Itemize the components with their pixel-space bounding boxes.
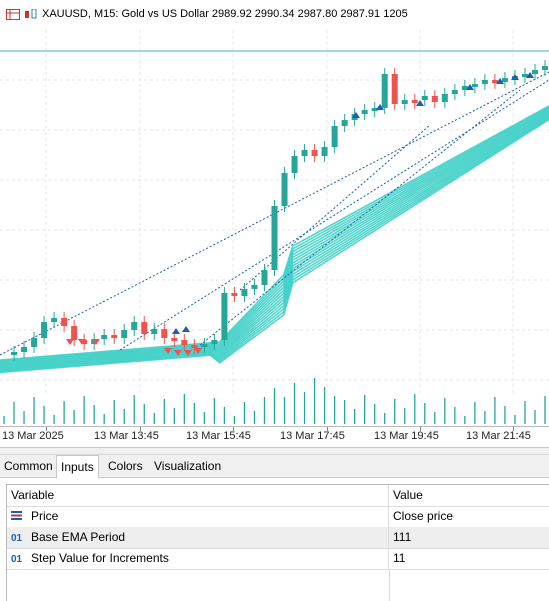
tab-inputs[interactable]: Inputs	[56, 455, 99, 479]
candles	[11, 60, 548, 361]
grid	[0, 30, 549, 395]
tab-colors[interactable]: Colors	[108, 459, 143, 473]
table-header: Variable Value	[7, 485, 549, 507]
ema-band	[0, 105, 549, 374]
time-axis: 13 Mar 2025 13 Mar 13:45 13 Mar 15:45 13…	[0, 426, 549, 447]
chart-area[interactable]: XAUUSD, M15: Gold vs US Dollar 2989.92 2…	[0, 0, 549, 447]
variable-name: Step Value for Increments	[31, 551, 169, 565]
time-label: 13 Mar 21:45	[466, 430, 531, 442]
tab-bar: Common Inputs Colors Visualization	[0, 455, 549, 479]
time-label: 13 Mar 17:45	[280, 430, 345, 442]
tab-common[interactable]: Common	[4, 459, 53, 473]
header-variable[interactable]: Variable	[7, 485, 389, 506]
time-label: 13 Mar 2025	[2, 430, 64, 442]
inputs-table: Variable Value Price Close price 01 Base …	[6, 484, 549, 601]
value-cell[interactable]: 11	[393, 551, 406, 565]
table-row[interactable]: Price Close price	[7, 506, 549, 528]
variable-name: Price	[31, 509, 59, 523]
variable-cell: 01 Step Value for Increments	[7, 548, 389, 569]
tab-visualization[interactable]: Visualization	[154, 459, 222, 473]
signal-arrows	[66, 72, 534, 356]
price-chart[interactable]	[0, 0, 549, 426]
grid-window-icon[interactable]	[6, 8, 20, 20]
table-row[interactable]: 01 Step Value for Increments 11	[7, 548, 549, 570]
column-divider	[389, 569, 390, 601]
integer-type-icon: 01	[11, 533, 23, 544]
price-icon	[11, 507, 25, 528]
time-label: 13 Mar 15:45	[186, 430, 251, 442]
panel-splitter[interactable]	[0, 447, 549, 455]
variable-cell: Price	[7, 506, 389, 527]
integer-type-icon: 01	[11, 554, 23, 565]
chart-title-bar: XAUUSD, M15: Gold vs US Dollar 2989.92 2…	[6, 6, 408, 22]
time-label: 13 Mar 13:45	[94, 430, 159, 442]
value-cell[interactable]: Close price	[393, 509, 454, 523]
table-row[interactable]: 01 Base EMA Period 111	[7, 527, 549, 549]
variable-name: Base EMA Period	[31, 530, 126, 544]
volume-bars	[3, 378, 546, 424]
variable-cell: 01 Base EMA Period	[7, 527, 389, 548]
header-value[interactable]: Value	[393, 488, 423, 502]
value-cell[interactable]: 111	[393, 530, 412, 544]
chart-title: XAUUSD, M15: Gold vs US Dollar 2989.92 2…	[42, 8, 408, 20]
time-label: 13 Mar 19:45	[374, 430, 439, 442]
candlestick-icon[interactable]	[24, 8, 38, 20]
